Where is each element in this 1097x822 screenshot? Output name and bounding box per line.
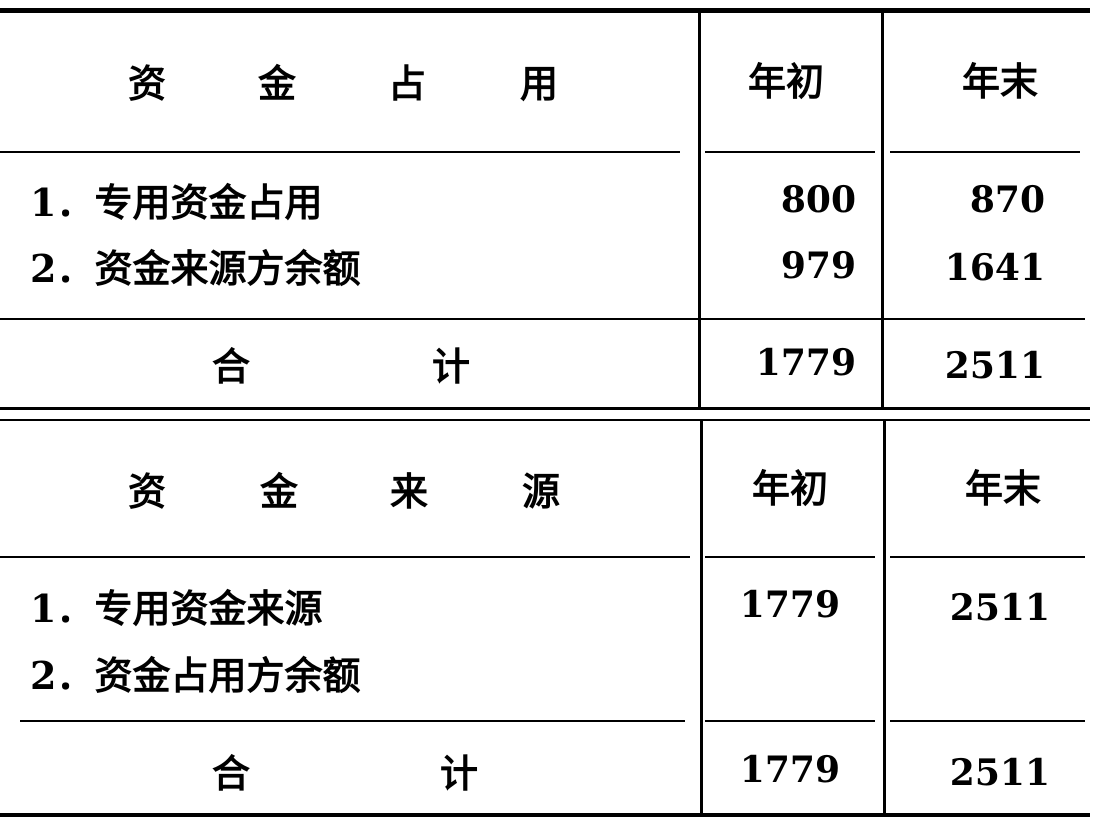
row-end: 2511 [949, 587, 1050, 629]
row-end: 870 [969, 179, 1045, 221]
double-rule-bottom [0, 419, 1090, 421]
total-char: 计 [440, 751, 479, 796]
row-label: 1．专用资金占用 [30, 180, 323, 225]
total-char: 合 [212, 344, 251, 389]
col-header-begin: 年初 [752, 466, 829, 511]
col-divider [700, 421, 703, 813]
header-char: 源 [522, 469, 561, 514]
total-char: 合 [212, 751, 251, 796]
double-rule-top [0, 407, 1090, 410]
top-rule [0, 8, 1090, 13]
row-end: 1641 [944, 247, 1045, 289]
header-char: 资 [128, 469, 167, 514]
rule [0, 151, 680, 153]
row-label: 2．资金占用方余额 [30, 653, 361, 698]
header-char: 用 [520, 61, 559, 106]
rule [705, 151, 875, 153]
rule [0, 318, 1085, 320]
col-divider [883, 421, 886, 813]
row-label: 1．专用资金来源 [30, 586, 323, 631]
col-header-begin: 年初 [748, 59, 825, 104]
total-end: 2511 [944, 345, 1045, 387]
row-begin: 800 [780, 179, 856, 221]
row-begin: 1779 [739, 584, 840, 626]
rule [890, 556, 1085, 558]
total-begin: 1779 [755, 342, 856, 384]
total-end: 2511 [949, 752, 1050, 794]
header-char: 占 [388, 61, 427, 106]
col-divider [698, 13, 701, 407]
col-divider [881, 13, 884, 407]
rule [890, 151, 1080, 153]
bottom-rule [0, 813, 1090, 817]
header-char: 金 [258, 61, 297, 106]
rule [705, 720, 875, 722]
rule [890, 720, 1085, 722]
header-char: 金 [260, 469, 299, 514]
rule [705, 556, 875, 558]
col-header-end: 年末 [965, 466, 1042, 511]
rule [20, 720, 685, 722]
header-char: 来 [390, 469, 429, 514]
col-header-end: 年末 [962, 59, 1039, 104]
rule [0, 556, 690, 558]
header-char: 资 [128, 61, 167, 106]
total-char: 计 [432, 344, 471, 389]
row-begin: 979 [780, 245, 856, 287]
total-begin: 1779 [739, 749, 840, 791]
row-label: 2．资金来源方余额 [30, 246, 361, 291]
